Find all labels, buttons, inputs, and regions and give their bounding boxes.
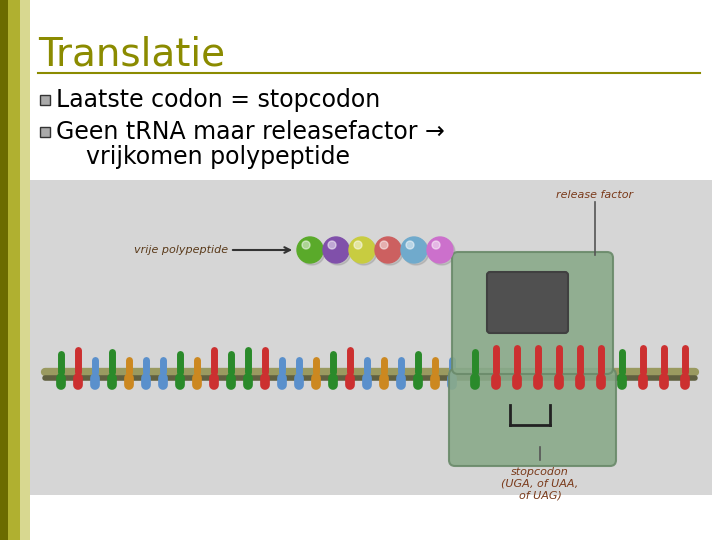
Circle shape bbox=[351, 239, 377, 265]
Circle shape bbox=[380, 241, 388, 249]
Text: Laatste codon = stopcodon: Laatste codon = stopcodon bbox=[56, 88, 380, 112]
Circle shape bbox=[427, 237, 453, 263]
Bar bbox=[30, 180, 712, 495]
Circle shape bbox=[297, 237, 323, 263]
Bar bbox=[0, 0, 8, 540]
Circle shape bbox=[375, 237, 401, 263]
Bar bbox=[20, 0, 30, 540]
FancyBboxPatch shape bbox=[487, 272, 568, 333]
Bar bbox=[40, 127, 50, 137]
Circle shape bbox=[403, 239, 429, 265]
Circle shape bbox=[349, 237, 375, 263]
Circle shape bbox=[302, 241, 310, 249]
Text: Translatie: Translatie bbox=[38, 35, 225, 73]
Circle shape bbox=[299, 239, 325, 265]
Circle shape bbox=[325, 239, 351, 265]
Text: vrije polypeptide: vrije polypeptide bbox=[134, 245, 228, 255]
Text: Geen tRNA maar releasefactor →: Geen tRNA maar releasefactor → bbox=[56, 120, 445, 144]
Text: release factor: release factor bbox=[557, 190, 634, 200]
Circle shape bbox=[323, 237, 349, 263]
Circle shape bbox=[377, 239, 403, 265]
Circle shape bbox=[406, 241, 414, 249]
Text: stopcodon
(UGA, of UAA,
of UAG): stopcodon (UGA, of UAA, of UAG) bbox=[501, 467, 579, 500]
Circle shape bbox=[432, 241, 440, 249]
Bar bbox=[8, 0, 20, 540]
Circle shape bbox=[429, 239, 455, 265]
Bar bbox=[40, 95, 50, 105]
Circle shape bbox=[401, 237, 427, 263]
Circle shape bbox=[354, 241, 362, 249]
Text: vrijkomen polypeptide: vrijkomen polypeptide bbox=[56, 145, 350, 169]
Circle shape bbox=[328, 241, 336, 249]
FancyBboxPatch shape bbox=[452, 252, 613, 374]
FancyBboxPatch shape bbox=[449, 369, 616, 466]
